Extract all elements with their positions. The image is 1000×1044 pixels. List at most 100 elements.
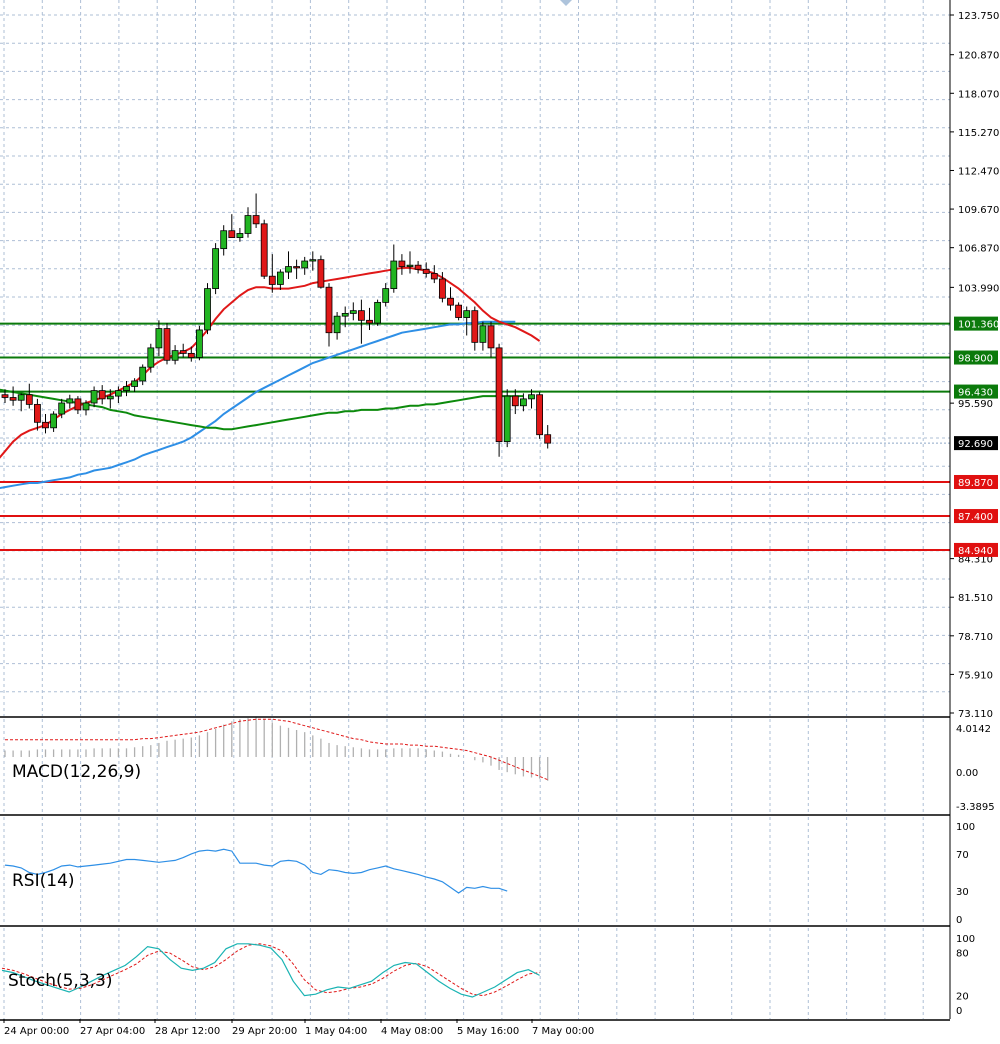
candle-bull: [115, 390, 122, 397]
time-tick-label: 7 May 00:00: [532, 1026, 594, 1037]
candle-bull: [349, 310, 357, 314]
level-tag: [954, 474, 998, 489]
price-axis[interactable]: 123.750 120.870 118.070 115.270 112.470 109.6…: [950, 11, 999, 720]
candle-bull: [82, 402, 90, 411]
time-tick-label: 29 Apr 20:00: [232, 1026, 297, 1037]
candle-bull: [309, 259, 317, 262]
rsi-tick-label: 0: [956, 915, 962, 926]
macd-title: MACD(12,26,9): [12, 762, 141, 782]
candle-bull: [50, 413, 57, 429]
stoch-tick-label: 20: [956, 992, 969, 1003]
scroll-marker-icon[interactable]: [560, 0, 572, 6]
candle-bear: [398, 260, 406, 267]
candle-bear: [268, 275, 276, 285]
time-tick-label: 27 Apr 04:00: [80, 1026, 145, 1037]
stoch-panel[interactable]: Stoch(5,3,3) 100 80 20 0: [1, 934, 975, 1017]
level-tag: [954, 384, 998, 399]
time-tick-label: 24 Apr 00:00: [4, 1026, 69, 1037]
grid-lines: [0, 0, 950, 1019]
candle-bear: [366, 319, 373, 324]
stoch-tick-label: 100: [956, 934, 975, 945]
stoch-main-line: [1, 943, 540, 998]
candle-bear: [260, 223, 268, 277]
candle-bear: [179, 350, 187, 354]
candle-bull: [520, 398, 527, 407]
candle-bull: [17, 394, 25, 401]
candle-bear: [471, 310, 479, 343]
price-tick-label: 73.110: [958, 709, 993, 720]
candle-bear: [317, 259, 325, 288]
price-tick-label: 95.590: [958, 399, 993, 410]
level-tag: [954, 542, 998, 557]
candle-bear: [422, 268, 430, 274]
ma-red-line: [0, 266, 541, 459]
current-price-tag: [954, 436, 998, 451]
candle-bear: [438, 278, 446, 299]
candle-bull: [171, 350, 179, 361]
ma-blue-line: [0, 320, 516, 489]
candle-bull: [147, 347, 155, 368]
time-tick-label: 5 May 16:00: [457, 1026, 519, 1037]
candle-bear: [98, 390, 106, 400]
candle-bear: [293, 266, 301, 269]
candle-bull: [390, 260, 398, 290]
candle-bull: [212, 248, 220, 290]
level-tag: [954, 350, 998, 365]
candle-bull: [204, 288, 211, 331]
candle-bear: [42, 421, 49, 429]
candle-bull: [528, 394, 535, 400]
candle-bear: [325, 286, 333, 334]
candle-bear: [511, 395, 519, 407]
candle-bull: [463, 310, 471, 318]
candle-bear: [34, 403, 41, 423]
candle-bull: [123, 386, 130, 392]
candle-bear: [163, 328, 171, 361]
stoch-title: Stoch(5,3,3): [8, 971, 113, 991]
candle-bull: [66, 398, 74, 404]
level-tag-label: 98.900: [958, 354, 993, 365]
macd-signal-line: [5, 718, 548, 781]
level-tag: [954, 316, 998, 331]
candle-bear: [414, 264, 422, 270]
macd-tick-label: 4.0142: [956, 724, 991, 735]
price-panel[interactable]: [0, 193, 950, 551]
candle-bull: [276, 271, 284, 285]
candle-bear: [228, 230, 236, 239]
macd-panel[interactable]: MACD(12,26,9) 4.0142 0.00 -3.3895: [4, 717, 995, 813]
rsi-tick-label: 30: [956, 887, 969, 898]
level-tag-label: 87.400: [958, 512, 993, 523]
candle-bear: [187, 352, 195, 358]
price-tick-label: 115.270: [958, 128, 999, 139]
rsi-tick-label: 70: [956, 850, 969, 861]
rsi-panel[interactable]: RSI(14) 100 70 30 0: [4, 822, 975, 926]
candle-bull: [236, 233, 244, 239]
candle-bull: [382, 288, 390, 303]
price-tick-label: 84.310: [958, 555, 993, 566]
time-tick-label: 4 May 08:00: [381, 1026, 443, 1037]
candle-bull: [195, 329, 203, 358]
candle-bull: [333, 315, 341, 334]
price-tick-label: 118.070: [958, 89, 999, 100]
price-tick-label: 109.670: [958, 205, 999, 216]
candle-bear: [430, 273, 438, 280]
level-tag-label: 101.360: [958, 320, 999, 331]
price-tick-label: 75.910: [958, 670, 993, 681]
price-tick-label: 120.870: [958, 51, 999, 62]
candle-bear: [74, 398, 82, 411]
level-tag-label: 89.870: [958, 478, 993, 489]
level-tag-label: 84.940: [958, 546, 993, 557]
price-tick-label: 123.750: [958, 11, 999, 22]
candle-bull: [406, 264, 414, 267]
candle-bull: [139, 366, 147, 382]
level-tag-label: 96.430: [958, 388, 993, 399]
macd-tick-label: 0.00: [956, 768, 978, 779]
candle-bull: [90, 390, 98, 404]
candle-bear: [536, 394, 543, 436]
candle-bear: [252, 215, 260, 225]
candle-bull: [155, 328, 163, 349]
candle-bull: [220, 230, 228, 250]
stoch-signal-line: [1, 943, 540, 997]
time-axis[interactable]: 24 Apr 00:00 27 Apr 04:00 28 Apr 12:00 29 A…: [3, 1019, 594, 1037]
candle-bear: [357, 310, 365, 321]
